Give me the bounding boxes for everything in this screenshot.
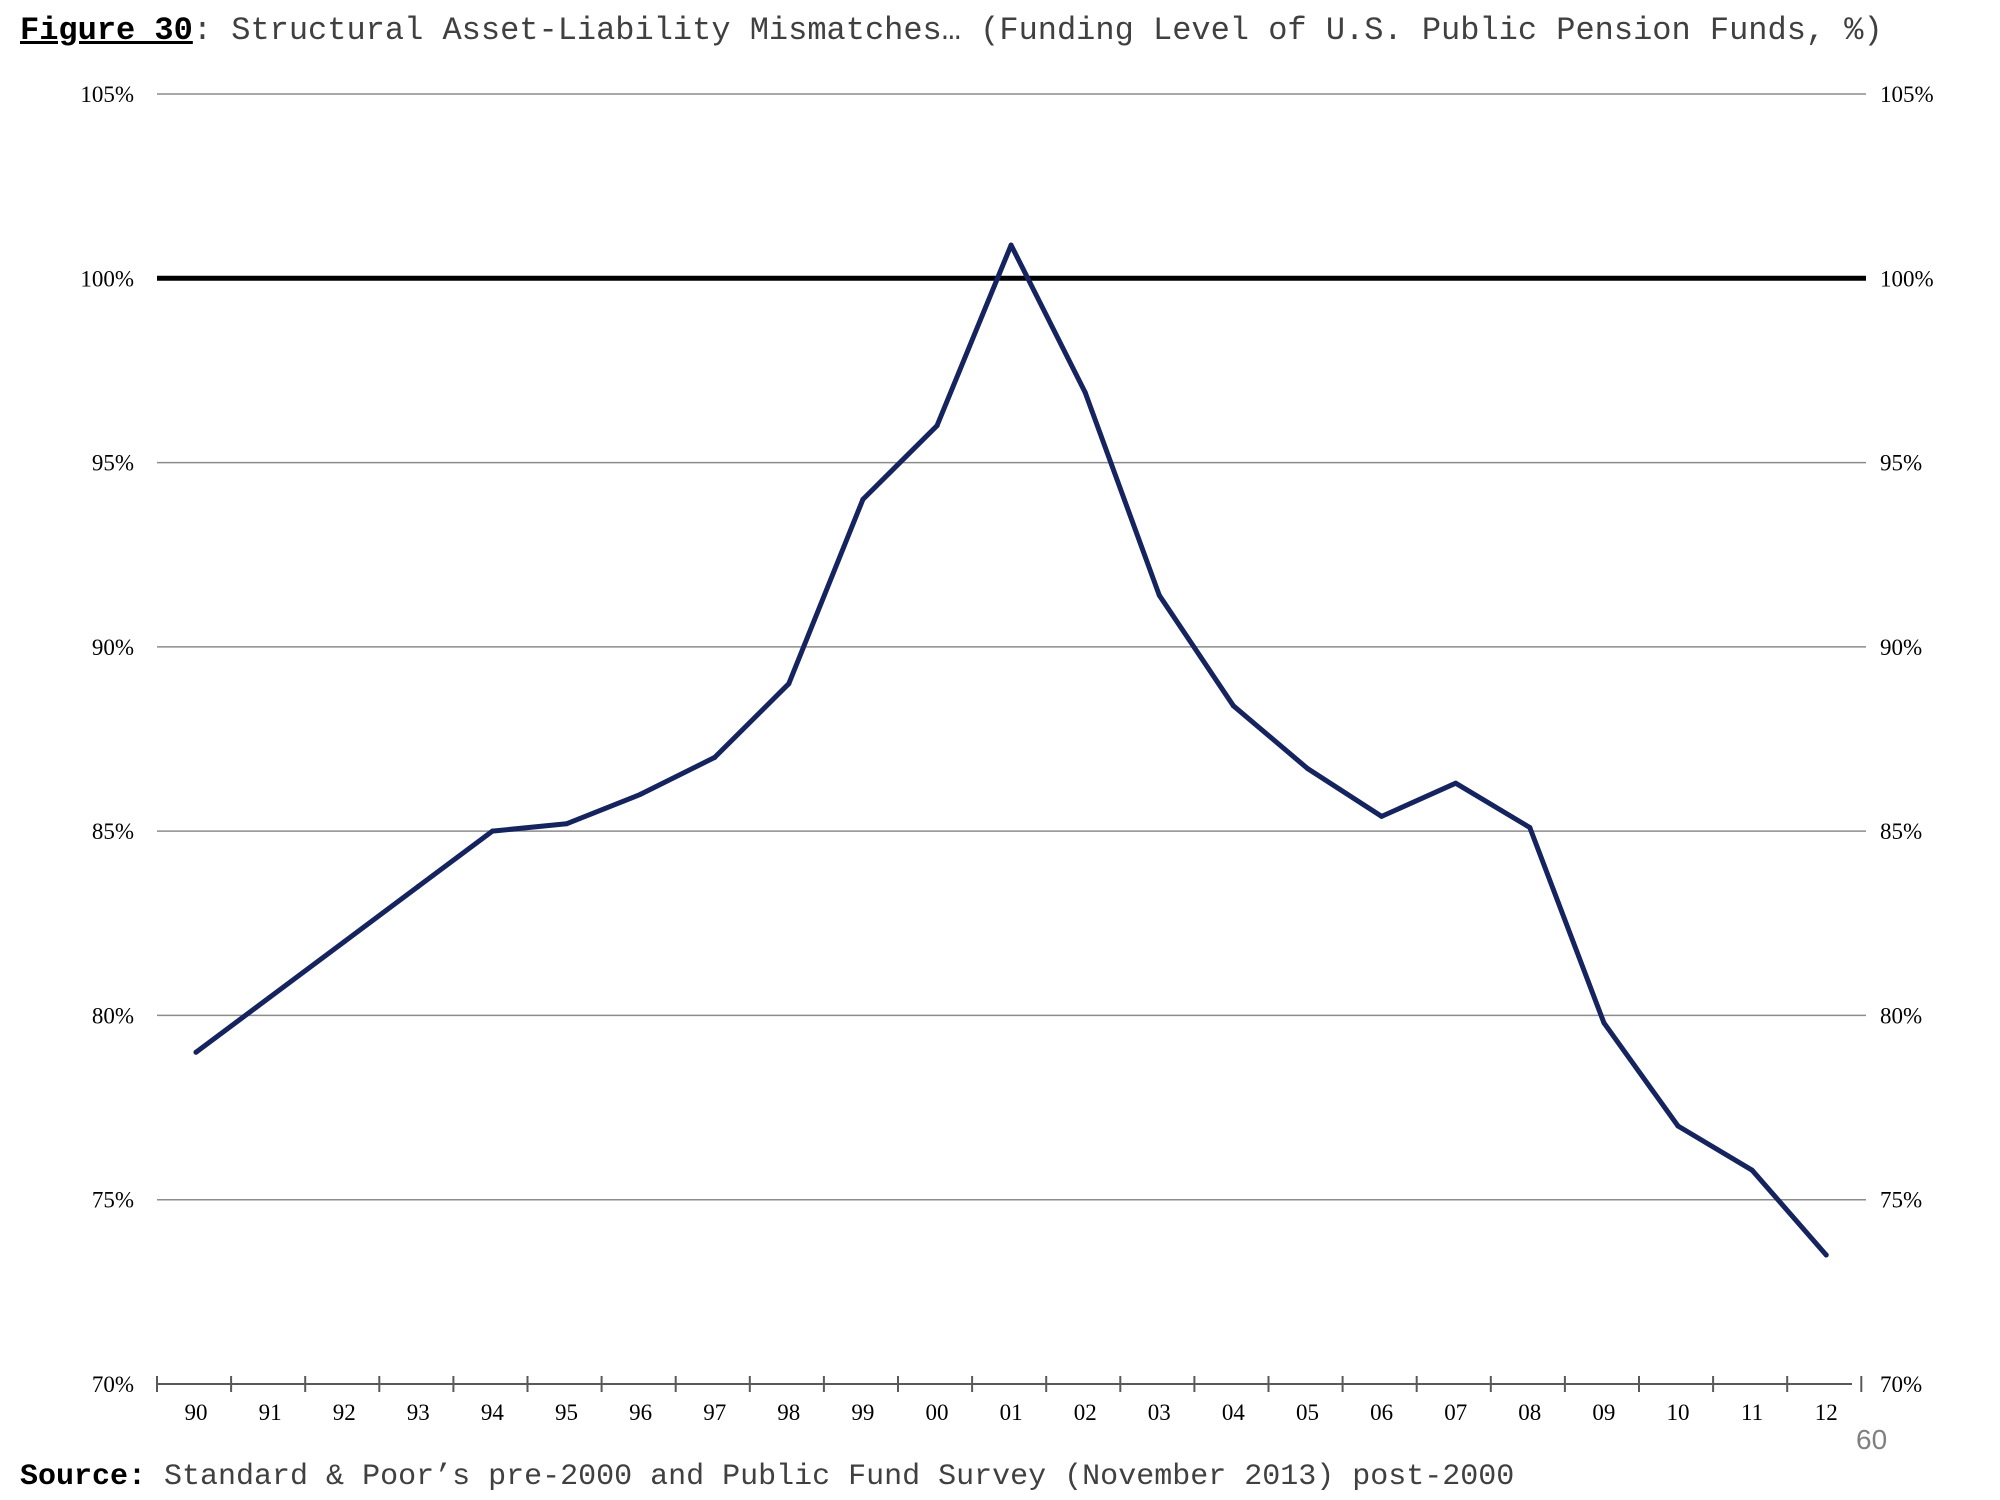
- data-point-03: [1156, 592, 1162, 598]
- data-point-96: [638, 791, 644, 797]
- x-tick-label-94: 94: [481, 1400, 505, 1425]
- y-tick-label-left-70: 70%: [92, 1372, 134, 1397]
- x-tick-label-98: 98: [777, 1400, 800, 1425]
- series-group: [193, 242, 1829, 1258]
- y-tick-label-left-100: 100%: [80, 266, 134, 291]
- page-number: 60: [1856, 1424, 1888, 1455]
- x-axis: 90 91 92 93 94 95 96 97 98 99 00 01 02 03 04 05 06 07 08 09…: [156, 1376, 1863, 1425]
- y-axis-left: 70% 75% 80% 85% 90% 95% 100% 105%: [80, 82, 134, 1397]
- source-label: Source:: [20, 1460, 147, 1494]
- x-tick-label-07: 07: [1444, 1400, 1467, 1425]
- data-point-05: [1305, 765, 1310, 771]
- y-tick-label-left-80: 80%: [92, 1003, 134, 1028]
- x-tick-label-11: 11: [1741, 1400, 1763, 1425]
- data-point-02: [1082, 390, 1088, 396]
- x-tick-label-06: 06: [1370, 1400, 1393, 1425]
- source-note: Source: Standard & Poor’s pre-2000 and P…: [20, 1460, 1514, 1494]
- series-line-0: [193, 242, 1829, 1258]
- y-tick-label-right-95: 95%: [1880, 451, 1922, 476]
- data-point-11: [1749, 1167, 1755, 1173]
- y-tick-label-right-85: 85%: [1880, 819, 1922, 844]
- y-axis-right: 70% 75% 80% 85% 90% 95% 100% 105%: [1880, 82, 1934, 1397]
- y-tick-label-left-95: 95%: [92, 451, 134, 476]
- data-point-91: [267, 994, 273, 1000]
- x-tick-label-01: 01: [1000, 1400, 1023, 1425]
- y-tick-label-left-105: 105%: [80, 82, 134, 107]
- data-point-98: [786, 681, 792, 687]
- data-point-99: [860, 496, 866, 502]
- x-tick-label-05: 05: [1296, 1400, 1319, 1425]
- x-tick-label-91: 91: [259, 1400, 282, 1425]
- y-tick-label-right-75: 75%: [1880, 1188, 1922, 1213]
- data-point-95: [564, 821, 569, 827]
- figure-label: Figure 30: [20, 12, 193, 49]
- data-point-94: [489, 828, 495, 834]
- y-tick-label-right-80: 80%: [1880, 1003, 1922, 1028]
- x-tick-label-92: 92: [333, 1400, 356, 1425]
- x-tick-label-04: 04: [1222, 1400, 1246, 1425]
- y-tick-label-right-90: 90%: [1880, 635, 1922, 660]
- chart-title: Figure 30: Structural Asset-Liability Mi…: [20, 12, 1883, 49]
- gridlines: [157, 93, 1866, 1201]
- data-point-10: [1675, 1123, 1681, 1129]
- source-text: Standard & Poor’s pre-2000 and Public Fu…: [146, 1460, 1515, 1494]
- data-point-90: [193, 1049, 199, 1055]
- x-tick-label-08: 08: [1518, 1400, 1541, 1425]
- x-tick-label-99: 99: [851, 1400, 874, 1425]
- y-tick-label-right-70: 70%: [1880, 1372, 1922, 1397]
- x-tick-label-02: 02: [1074, 1400, 1097, 1425]
- x-tick-label-12: 12: [1815, 1400, 1838, 1425]
- x-tick-label-90: 90: [185, 1400, 208, 1425]
- y-tick-label-right-105: 105%: [1880, 82, 1934, 107]
- y-tick-label-left-75: 75%: [92, 1188, 134, 1213]
- data-point-04: [1230, 703, 1236, 709]
- data-point-00: [934, 423, 940, 429]
- data-point-93: [415, 883, 421, 889]
- data-point-06: [1379, 813, 1385, 819]
- x-tick-label-97: 97: [703, 1400, 726, 1425]
- data-point-09: [1601, 1020, 1607, 1026]
- data-point-97: [712, 754, 718, 760]
- figure-title-text: : Structural Asset-Liability Mismatches……: [192, 12, 1883, 49]
- x-tick-label-95: 95: [555, 1400, 578, 1425]
- x-tick-label-96: 96: [629, 1400, 652, 1425]
- y-tick-label-left-85: 85%: [92, 819, 134, 844]
- x-tick-label-03: 03: [1148, 1400, 1171, 1425]
- x-tick-label-10: 10: [1667, 1400, 1690, 1425]
- data-point-07: [1453, 780, 1459, 786]
- y-tick-label-right-100: 100%: [1880, 266, 1934, 291]
- x-tick-label-93: 93: [407, 1400, 430, 1425]
- data-point-92: [341, 939, 347, 945]
- data-point-01: [1008, 242, 1014, 248]
- data-point-08: [1527, 824, 1533, 830]
- data-point-12: [1823, 1252, 1829, 1258]
- x-tick-label-00: 00: [926, 1400, 949, 1425]
- y-tick-label-left-90: 90%: [92, 635, 134, 660]
- x-tick-label-09: 09: [1592, 1400, 1615, 1425]
